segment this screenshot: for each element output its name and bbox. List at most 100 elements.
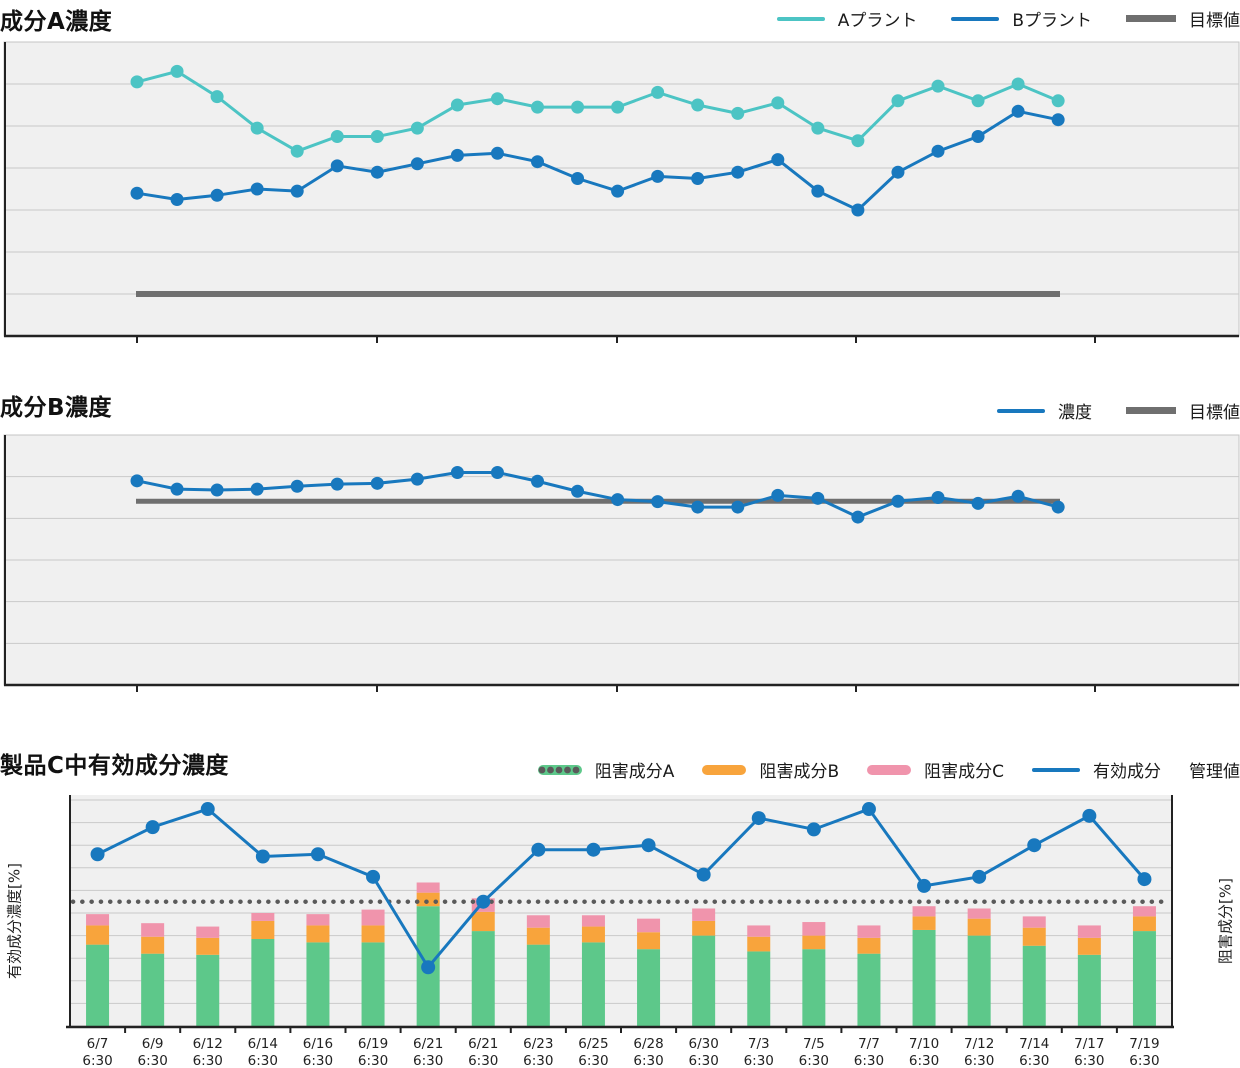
- data-point: [145, 820, 160, 835]
- bar-segment: [251, 913, 275, 921]
- bar-segment: [857, 925, 881, 938]
- x-tick-time: 6:30: [358, 1053, 388, 1068]
- data-point: [531, 474, 544, 488]
- chart-c-title: 製品C中有効成分濃度: [0, 753, 229, 779]
- target-swatch-icon: [1126, 15, 1176, 22]
- bar-segment: [967, 918, 991, 936]
- bar-segment: [637, 949, 661, 1026]
- data-point: [691, 98, 705, 112]
- x-tick-time: 6:30: [523, 1053, 553, 1068]
- legend-label: 阻害成分B: [759, 762, 840, 782]
- data-point: [731, 500, 745, 514]
- bar-swatch-icon: [867, 764, 912, 775]
- x-tick-date: 7/10: [909, 1036, 939, 1052]
- bar-segment: [1022, 945, 1046, 1026]
- dotted-line-swatch-icon: [538, 766, 580, 773]
- data-point: [490, 146, 504, 160]
- data-point: [651, 85, 665, 99]
- bar-segment: [251, 938, 275, 1026]
- legend-label: Bプラント: [1012, 11, 1092, 31]
- x-tick-time: 6:30: [909, 1053, 939, 1068]
- x-tick-time: 6:30: [248, 1053, 278, 1068]
- legend-label: 阻害成分C: [924, 762, 1004, 782]
- bar-segment: [416, 892, 440, 907]
- y-axis-label-right: 阻害成分[%]: [1216, 878, 1235, 964]
- plot-background: [70, 795, 1172, 1027]
- line-swatch-icon: [776, 16, 825, 21]
- data-point: [250, 182, 264, 196]
- data-point: [851, 134, 865, 148]
- data-point: [641, 838, 656, 853]
- bar-segment: [857, 937, 881, 954]
- data-point: [811, 184, 825, 198]
- data-point: [771, 96, 785, 110]
- data-point: [170, 64, 184, 78]
- bar-segment: [86, 925, 110, 945]
- data-point: [531, 100, 544, 114]
- chart-b-legend: 濃度 目標値: [997, 398, 1240, 423]
- line-swatch-icon: [997, 408, 1045, 413]
- bar-segment: [361, 942, 385, 1026]
- chart-a-plot: [3, 41, 1240, 343]
- data-point: [210, 90, 224, 104]
- chart-c-plot: 6/76:306/96:306/126:306/146:306/166:306/…: [66, 795, 1174, 1068]
- bar-segment: [306, 942, 330, 1026]
- x-tick-time: 6:30: [1129, 1053, 1159, 1068]
- bar-segment: [637, 918, 661, 933]
- data-point: [1137, 872, 1152, 887]
- bar-segment: [361, 925, 385, 943]
- legend-item: 有効成分: [1032, 757, 1161, 782]
- data-point: [210, 188, 224, 202]
- data-point: [1051, 94, 1065, 108]
- data-point: [751, 811, 766, 826]
- legend-item: 濃度: [997, 398, 1092, 423]
- data-point: [771, 488, 785, 502]
- data-point: [410, 157, 424, 171]
- data-point: [1011, 77, 1025, 91]
- data-point: [130, 75, 144, 89]
- data-point: [571, 484, 585, 498]
- x-tick-time: 6:30: [1019, 1053, 1049, 1068]
- x-tick-time: 6:30: [854, 1053, 884, 1068]
- chart-b-plot: [3, 434, 1240, 692]
- data-point: [410, 121, 424, 135]
- x-tick-time: 6:30: [744, 1053, 774, 1068]
- chart-b-title: 成分B濃度: [0, 395, 113, 421]
- data-point: [1011, 489, 1025, 503]
- bar-segment: [1022, 916, 1046, 928]
- legend-item: 阻害成分C: [867, 757, 1004, 782]
- data-point: [421, 960, 436, 975]
- x-tick-time: 6:30: [799, 1053, 829, 1068]
- bar-segment: [306, 914, 330, 926]
- bar-swatch-icon: [702, 764, 747, 775]
- bar-segment: [747, 951, 771, 1026]
- legend-label: 有効成分: [1093, 762, 1161, 782]
- bar-segment: [802, 935, 826, 950]
- line-swatch-icon: [951, 16, 1000, 21]
- bar-segment: [196, 926, 220, 938]
- x-tick-time: 6:30: [633, 1053, 663, 1068]
- data-point: [972, 869, 987, 884]
- data-point: [971, 496, 985, 510]
- data-point: [851, 510, 865, 524]
- bar-segment: [526, 915, 550, 928]
- bar-segment: [141, 936, 165, 954]
- bar-segment: [692, 920, 716, 936]
- data-point: [851, 203, 865, 217]
- x-tick-date: 7/7: [858, 1036, 880, 1052]
- data-point: [490, 465, 504, 479]
- data-point: [1051, 500, 1065, 514]
- x-tick-time: 6:30: [82, 1053, 112, 1068]
- data-point: [691, 500, 705, 514]
- chart-c-legend: 阻害成分A 阻害成分B 阻害成分C 有効成分 管理値: [537, 757, 1240, 782]
- data-point: [476, 894, 491, 909]
- data-point: [917, 878, 932, 893]
- data-point: [771, 153, 785, 167]
- series-line: [136, 470, 1059, 519]
- legend-item: 管理値: [538, 757, 1240, 782]
- bar-segment: [692, 908, 716, 921]
- data-point: [170, 482, 184, 496]
- bar-segment: [196, 937, 220, 955]
- data-point: [290, 184, 304, 198]
